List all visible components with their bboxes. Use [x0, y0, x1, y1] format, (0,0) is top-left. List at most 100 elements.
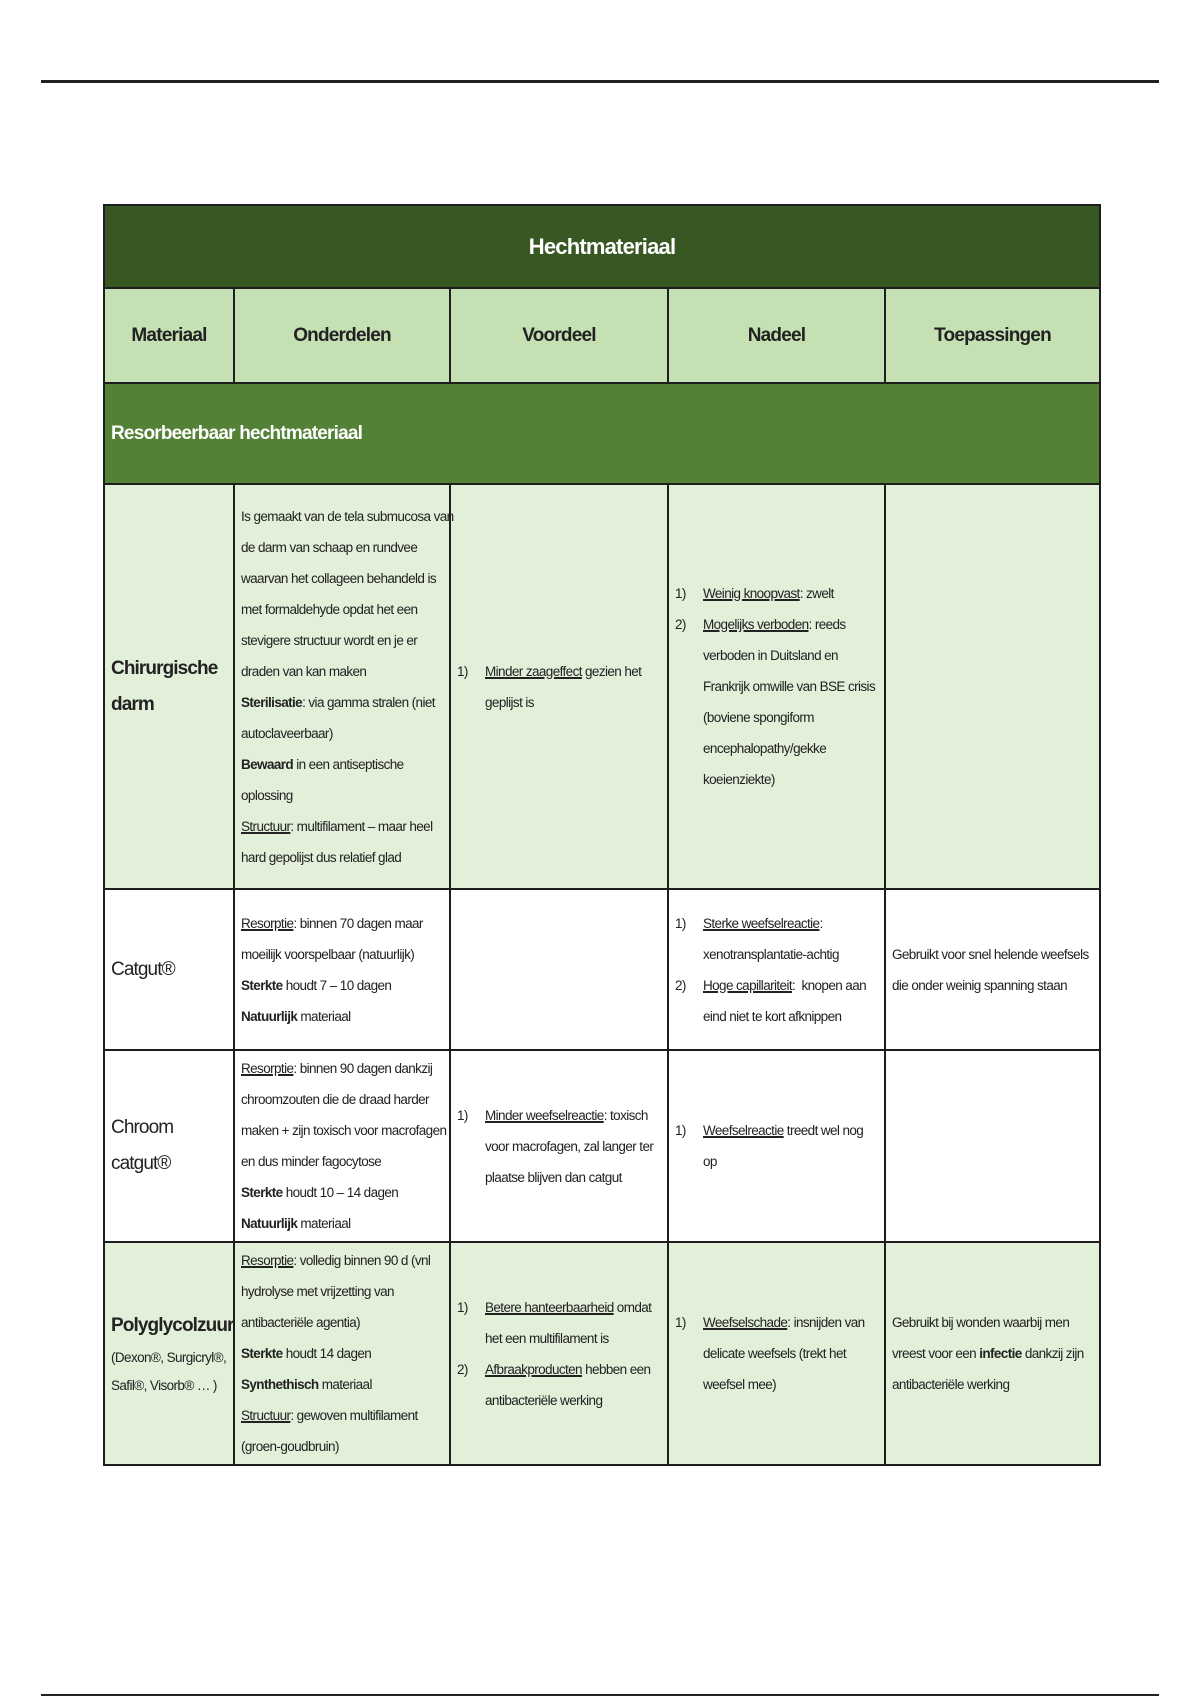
text-segment: waarvan het collageen behandeld is: [241, 570, 437, 586]
text-segment: stevigere structuur wordt en je er: [241, 632, 418, 648]
text-line: Sterilisatie: via gamma stralen (niet: [241, 687, 454, 718]
text-segment: moeilijk voorspelbaar (natuurlijk): [241, 946, 415, 962]
list-number: 1): [675, 1315, 686, 1330]
text-segment: dankzij zijn: [1021, 1346, 1084, 1361]
text-segment: gezien het: [581, 663, 642, 679]
list-number: 2): [675, 617, 686, 632]
cell-toepassingen: Gebruikt bij wonden waarbij men vreest vo…: [883, 1241, 1102, 1466]
list-item: 1) Weefselreactie treedt wel nog op: [675, 1115, 878, 1177]
underlined-term: Afbraakproducten: [485, 1361, 583, 1377]
title-row: Hechtmateriaal: [102, 204, 1102, 289]
text-line: encephalopathy/gekke: [703, 733, 875, 764]
text-lines: Resorptie: binnen 70 dagen maar moeilijk …: [241, 908, 423, 1032]
text-line: Sterkte houdt 7 – 10 dagen: [241, 970, 423, 1001]
text-line: antibacteriële werking: [485, 1385, 650, 1416]
text-line: Weinig knoopvast: zwelt: [703, 578, 834, 609]
text-segment: Is gemaakt van de tela submucosa van: [241, 508, 454, 524]
cell-onderdelen: Resorptie: binnen 90 dagen dankzij chroom…: [233, 1049, 451, 1243]
text-block: Resorptie: volledig binnen 90 d (vnl hydr…: [241, 1245, 443, 1462]
text-lines: Afbraakproducten hebben een antibacteriël…: [485, 1354, 651, 1416]
text-line: geplijst is: [485, 687, 641, 718]
text-segment: hydrolyse met vrijzetting van: [241, 1284, 395, 1299]
text-line: xenotransplantatie-achtig: [703, 939, 839, 970]
text-segment: oplossing: [241, 787, 293, 803]
cell-toepassingen: Gebruikt voor snel helende weefsels die o…: [883, 888, 1102, 1051]
text-segment: geplijst is: [485, 694, 535, 710]
text-line: moeilijk voorspelbaar (natuurlijk): [241, 939, 423, 970]
bold-term: Sterkte: [241, 1185, 283, 1200]
text-segment: : binnen 70 dagen maar: [293, 915, 423, 931]
text-line: Natuurlijk materiaal: [241, 1001, 423, 1032]
cell-materiaal: Chirurgische darm: [103, 483, 235, 890]
underlined-term: Weinig knoopvast: [703, 586, 800, 601]
table-row: Chirurgische darm Is gemaakt van de tela …: [103, 483, 1102, 890]
text-line: verboden in Duitsland en: [703, 640, 875, 671]
footer-rule: [41, 1694, 1159, 1696]
text-segment: en dus minder fagocytose: [241, 1154, 382, 1169]
text-lines: Weefselreactie treedt wel nog op: [703, 1115, 864, 1177]
text-segment: houdt 14 dagen: [282, 1346, 372, 1361]
text-line: het een multifilament is: [485, 1323, 651, 1354]
underlined-term: Structuur: [241, 818, 291, 834]
list-item: 1) Minder weefselreactie: toxisch voor mac…: [457, 1100, 661, 1193]
underlined-term: Weefselreactie: [703, 1123, 784, 1138]
text-segment: materiaal: [318, 1377, 373, 1392]
text-line: Resorptie: volledig binnen 90 d (vnl: [241, 1245, 431, 1276]
text-segment: houdt 10 – 14 dagen: [282, 1185, 399, 1200]
list-item: 1) Minder zaageffect gezien het geplijst i…: [457, 656, 661, 718]
text-lines: Gebruikt voor snel helende weefsels die o…: [892, 939, 1089, 1001]
list-number: 2): [457, 1361, 468, 1377]
underlined-term: Resorptie: [241, 1061, 294, 1076]
table-row: Catgut® Resorptie: binnen 70 dagen maar mo…: [103, 888, 1102, 1051]
underlined-term: Weefselschade: [703, 1315, 788, 1330]
text-line: draden van kan maken: [241, 656, 454, 687]
list-number: 2): [675, 977, 686, 993]
text-line: autoclaveerbaar): [241, 718, 454, 749]
text-segment: : volledig binnen 90 d (vnl: [293, 1253, 431, 1268]
cell-toepassingen: [883, 1049, 1102, 1243]
text-segment: met formaldehyde opdat het een: [241, 601, 418, 617]
text-segment: weefsel mee): [703, 1377, 777, 1392]
text-line: delicate weefsels (trekt het: [703, 1338, 865, 1369]
text-line: Sterke weefselreactie:: [703, 908, 839, 939]
text-segment: chroomzouten die de draad harder: [241, 1092, 430, 1107]
text-segment: hard gepolijst dus relatief glad: [241, 849, 402, 865]
text-segment: antibacteriële werking: [892, 1377, 1010, 1392]
text-lines: Weefselschade: insnijden van delicate wee…: [703, 1307, 865, 1400]
text-segment: treedt wel nog: [783, 1123, 864, 1138]
text-segment: het een multifilament is: [485, 1330, 609, 1346]
text-line: oplossing: [241, 780, 454, 811]
table-title: Hechtmateriaal: [102, 204, 1102, 289]
header-row: Materiaal Onderdelen Voordeel Nadeel Toe…: [103, 287, 1102, 384]
text-line: Structuur: gewoven multifilament: [241, 1400, 430, 1431]
column-header-materiaal: Materiaal: [103, 287, 235, 384]
text-segment: koeienziekte): [703, 772, 775, 787]
text-segment: delicate weefsels (trekt het: [703, 1346, 847, 1361]
cell-toepassingen: [883, 483, 1102, 890]
text-line: Gebruikt bij wonden waarbij men: [892, 1307, 1084, 1338]
text-segment: : via gamma stralen (niet: [302, 694, 435, 710]
text-line: vreest voor een infectie dankzij zijn: [892, 1338, 1084, 1369]
text-segment: Gebruikt bij wonden waarbij men: [892, 1315, 1070, 1330]
text-line: chroomzouten die de draad harder: [241, 1084, 446, 1115]
cell-onderdelen: Is gemaakt van de tela submucosa van de d…: [233, 483, 454, 890]
cell-materiaal: Chroom catgut®: [103, 1049, 235, 1243]
list-number: 1): [675, 915, 686, 931]
text-segment: : binnen 90 dagen dankzij: [293, 1061, 433, 1076]
text-line: Sterkte houdt 10 – 14 dagen: [241, 1177, 446, 1208]
text-segment: : zwelt: [799, 586, 835, 601]
text-line: en dus minder fagocytose: [241, 1146, 446, 1177]
text-line: Gebruikt voor snel helende weefsels: [892, 939, 1089, 970]
list-number: 1): [457, 1299, 468, 1315]
text-segment: maken + zijn toxisch voor macrofagen: [241, 1123, 447, 1138]
cell-nadeel: 1) Weefselschade: insnijden van delicate w…: [667, 1241, 886, 1466]
text-line: eind niet te kort afknippen: [703, 1001, 866, 1032]
text-segment: draden van kan maken: [241, 663, 367, 679]
text-segment: eind niet te kort afknippen: [703, 1008, 842, 1024]
underlined-term: Structuur: [241, 1408, 291, 1423]
bold-term: Natuurlijk: [241, 1216, 298, 1231]
text-line: Afbraakproducten hebben een: [485, 1354, 651, 1385]
cell-materiaal: Polyglycolzuur (Dexon®, Surgicryl®, Safil…: [103, 1241, 235, 1466]
section-title: Resorbeerbaar hechtmateriaal: [102, 382, 1102, 485]
text-segment: Frankrijk omwille van BSE crisis: [703, 679, 876, 694]
